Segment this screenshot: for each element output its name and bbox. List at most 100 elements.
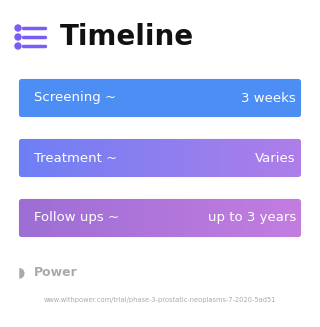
Bar bbox=[282, 132, 283, 184]
Bar bbox=[38, 72, 39, 124]
Bar bbox=[214, 132, 215, 184]
Bar bbox=[299, 132, 300, 184]
Bar bbox=[87, 132, 88, 184]
Bar bbox=[258, 132, 259, 184]
Bar bbox=[160, 132, 161, 184]
Bar bbox=[217, 72, 218, 124]
Bar bbox=[22, 132, 23, 184]
Bar bbox=[253, 192, 254, 244]
Bar bbox=[285, 72, 286, 124]
Bar bbox=[194, 192, 195, 244]
Bar bbox=[119, 192, 120, 244]
Bar bbox=[19, 132, 20, 184]
Bar bbox=[301, 132, 302, 184]
Bar bbox=[67, 72, 68, 124]
Bar bbox=[269, 192, 270, 244]
Bar bbox=[198, 132, 199, 184]
Bar bbox=[248, 72, 249, 124]
Bar bbox=[189, 192, 191, 244]
Bar bbox=[124, 132, 125, 184]
Bar bbox=[303, 132, 304, 184]
Bar bbox=[305, 72, 306, 124]
Bar bbox=[300, 72, 301, 124]
Bar bbox=[213, 72, 214, 124]
Bar bbox=[241, 192, 242, 244]
Bar bbox=[93, 72, 94, 124]
Bar bbox=[254, 72, 255, 124]
Bar bbox=[153, 132, 154, 184]
Bar bbox=[184, 192, 185, 244]
Bar bbox=[73, 132, 74, 184]
Bar bbox=[275, 192, 276, 244]
Bar bbox=[240, 132, 241, 184]
Bar bbox=[30, 72, 31, 124]
Bar bbox=[29, 72, 30, 124]
Bar bbox=[150, 132, 151, 184]
Bar bbox=[14, 72, 15, 124]
Bar bbox=[198, 192, 199, 244]
Bar bbox=[39, 192, 40, 244]
Bar bbox=[218, 192, 219, 244]
Bar bbox=[228, 132, 229, 184]
Bar bbox=[63, 192, 64, 244]
Bar bbox=[36, 132, 37, 184]
Bar bbox=[33, 72, 34, 124]
Bar bbox=[171, 192, 172, 244]
Bar bbox=[112, 132, 113, 184]
Bar bbox=[40, 192, 41, 244]
Bar bbox=[191, 192, 192, 244]
Bar bbox=[144, 132, 145, 184]
Bar bbox=[78, 72, 79, 124]
Bar bbox=[90, 72, 91, 124]
Bar bbox=[209, 72, 210, 124]
Bar bbox=[242, 132, 243, 184]
Bar bbox=[220, 132, 221, 184]
Bar bbox=[257, 192, 258, 244]
Bar bbox=[224, 72, 225, 124]
Bar bbox=[126, 132, 127, 184]
Bar bbox=[305, 192, 306, 244]
Bar bbox=[68, 72, 69, 124]
Bar bbox=[204, 192, 205, 244]
Bar bbox=[154, 132, 155, 184]
Bar bbox=[288, 132, 289, 184]
Bar bbox=[151, 72, 152, 124]
Bar bbox=[71, 192, 72, 244]
Bar bbox=[193, 192, 194, 244]
Bar bbox=[236, 192, 237, 244]
Bar bbox=[229, 72, 230, 124]
Bar bbox=[306, 192, 307, 244]
Text: Follow ups ~: Follow ups ~ bbox=[34, 212, 119, 225]
Bar bbox=[153, 72, 154, 124]
Bar bbox=[149, 132, 150, 184]
Bar bbox=[47, 192, 49, 244]
Bar bbox=[181, 132, 182, 184]
Bar bbox=[268, 132, 269, 184]
Bar bbox=[271, 192, 273, 244]
Bar bbox=[182, 72, 183, 124]
Bar bbox=[136, 72, 137, 124]
Bar bbox=[283, 72, 284, 124]
Bar bbox=[165, 132, 166, 184]
Bar bbox=[33, 192, 34, 244]
Bar bbox=[263, 132, 264, 184]
Bar bbox=[209, 132, 210, 184]
Bar bbox=[70, 72, 71, 124]
Bar bbox=[80, 72, 81, 124]
Bar bbox=[244, 192, 245, 244]
Bar bbox=[291, 72, 292, 124]
Bar bbox=[256, 72, 257, 124]
Bar bbox=[207, 72, 208, 124]
Bar bbox=[85, 72, 86, 124]
Bar bbox=[66, 192, 67, 244]
Bar bbox=[174, 192, 175, 244]
Bar bbox=[259, 72, 260, 124]
Bar bbox=[175, 132, 176, 184]
Bar bbox=[206, 72, 207, 124]
Bar bbox=[300, 192, 301, 244]
Bar bbox=[278, 132, 279, 184]
Bar bbox=[146, 72, 147, 124]
Bar bbox=[200, 192, 202, 244]
Bar bbox=[215, 72, 216, 124]
Bar bbox=[26, 192, 27, 244]
